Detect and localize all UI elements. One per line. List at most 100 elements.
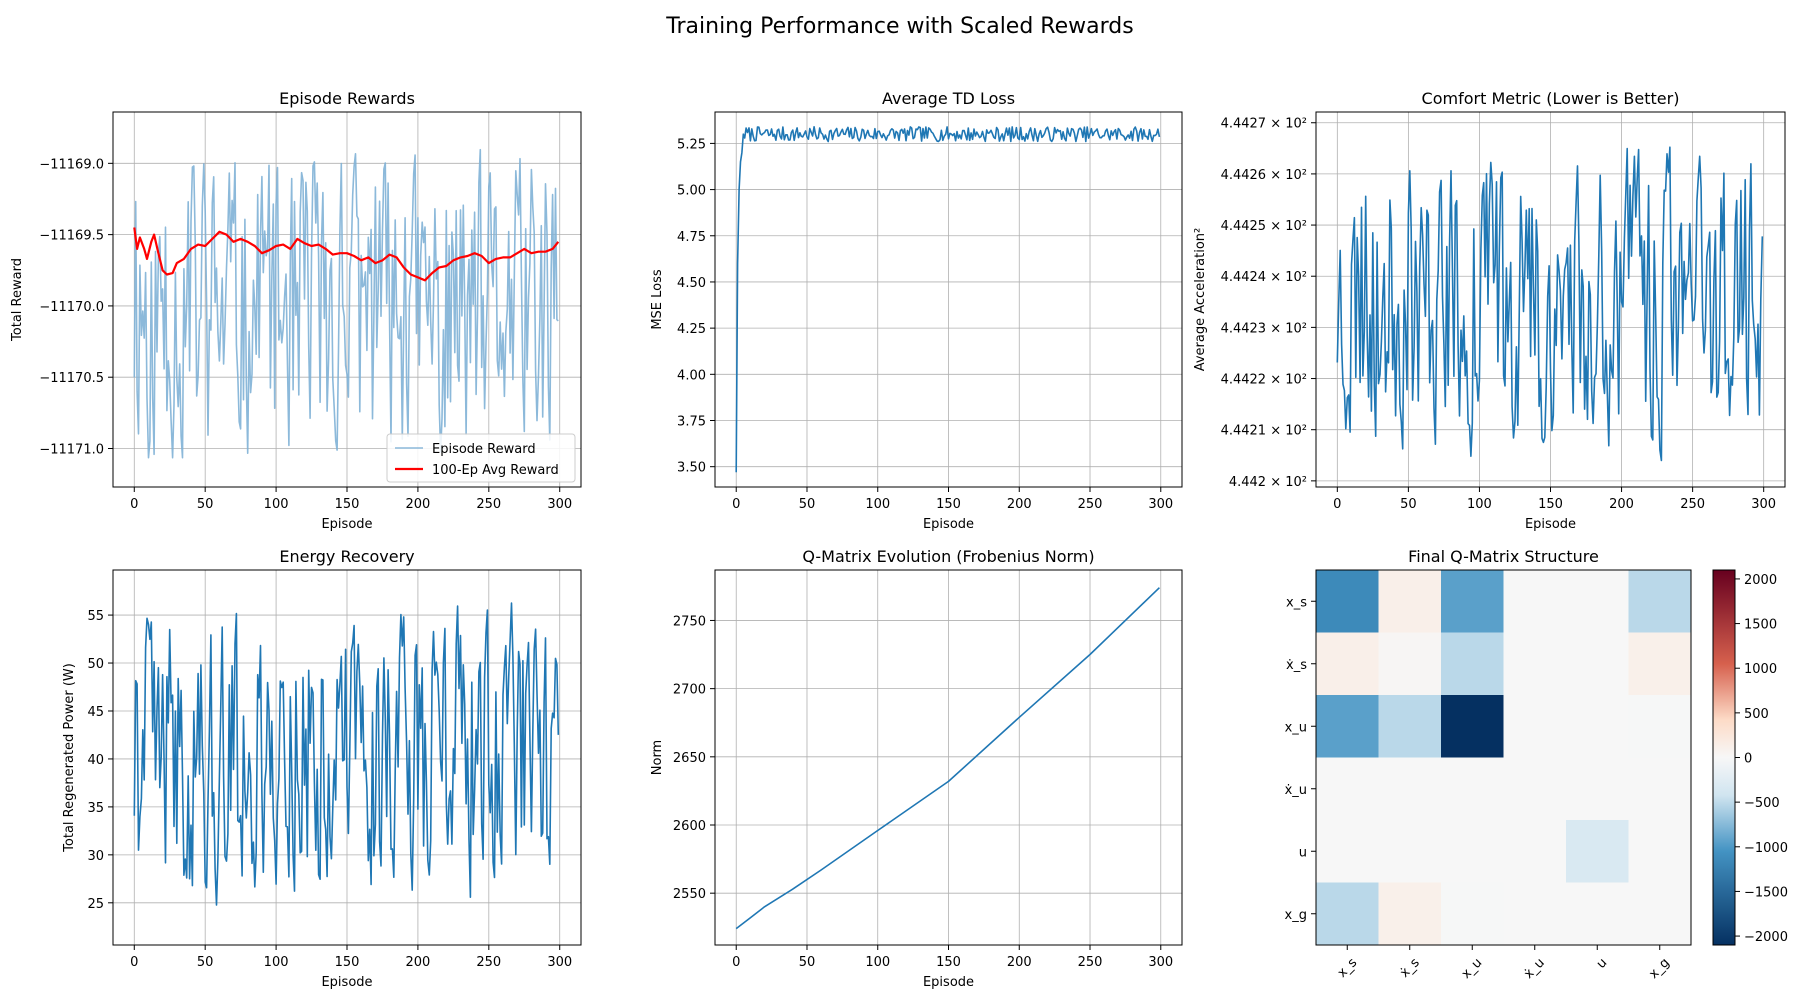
heatmap-cell (1316, 695, 1379, 758)
y-tick-label: 55 (87, 609, 104, 624)
y-tick-label: −11170.0 (39, 300, 104, 315)
y-axis-label: Total Regenerated Power (W) (62, 663, 77, 853)
x-tick-label: 200 (1007, 955, 1032, 970)
heatmap-cell (1441, 570, 1504, 633)
y-tick-label: −11169.0 (39, 157, 104, 172)
axes-title: Comfort Metric (Lower is Better) (1422, 89, 1680, 108)
legend-label: Episode Reward (432, 442, 536, 457)
colorbar-tick-label: −500 (1744, 796, 1780, 811)
x-tick-label: 300 (547, 497, 572, 512)
heatmap-cell (1441, 695, 1504, 758)
heatmap-cell (1379, 633, 1442, 696)
subplot-qmatrix: x_sx_sẋ_sẋ_sx_ux_uẋ_uẋ_uuux_gx_gFinal Q-… (1285, 547, 1788, 982)
x-tick-label: 300 (1751, 497, 1776, 512)
x-tick-label: 250 (476, 497, 501, 512)
x-tick-label: 100 (865, 497, 890, 512)
x-tick-label: x_g (1646, 955, 1672, 981)
heatmap-cell (1504, 570, 1567, 633)
heatmap-cell (1629, 695, 1692, 758)
y-tick-label: ẋ_s (1286, 658, 1307, 673)
y-axis-label: MSE Loss (650, 269, 665, 330)
heatmap-cell (1441, 883, 1504, 946)
y-tick-label: 25 (87, 897, 104, 912)
heatmap-cell (1379, 883, 1442, 946)
colorbar-tick-label: 0 (1744, 752, 1752, 767)
heatmap-cell (1441, 633, 1504, 696)
y-tick-label: 4.75 (677, 230, 706, 245)
x-tick-label: 300 (547, 955, 572, 970)
x-tick-label: 0 (130, 497, 138, 512)
heatmap-cell (1316, 820, 1379, 883)
y-tick-label: 5.25 (677, 137, 706, 152)
x-tick-label: 200 (1007, 497, 1032, 512)
y-tick-label: 2550 (673, 887, 706, 902)
heatmap-cell (1504, 758, 1567, 821)
y-axis-label: Norm (650, 740, 665, 775)
y-tick-label: ẋ_u (1285, 783, 1307, 798)
y-tick-label: 4.442 × 10² (1229, 475, 1307, 490)
x-tick-label: 300 (1148, 955, 1173, 970)
y-axis-label: Average Acceleration² (1193, 228, 1208, 372)
subplot-energy: 0 50 100 150 200 250 300 25 30 35 40 45 50 55 Energy R… (62, 547, 581, 990)
y-tick-label: 2700 (673, 683, 706, 698)
x-tick-label: 0 (732, 497, 740, 512)
x-tick-label: 0 (732, 955, 740, 970)
y-tick-label: u (1299, 845, 1307, 860)
y-tick-label: −11171.0 (39, 443, 104, 458)
colorbar-tick-label: 1500 (1744, 618, 1777, 633)
y-tick-label: x_u (1285, 720, 1307, 735)
x-tick-label: 250 (1078, 497, 1103, 512)
x-tick-label: ẋ_u (1521, 955, 1547, 981)
y-tick-label: 3.75 (677, 414, 706, 429)
heatmap-cell (1566, 883, 1629, 946)
heatmap-cell (1441, 820, 1504, 883)
colorbar-tick-label: 2000 (1744, 573, 1777, 588)
heatmap-cell (1566, 758, 1629, 821)
y-tick-label: 4.25 (677, 322, 706, 337)
heatmap-cell (1629, 820, 1692, 883)
x-axis-label: Episode (321, 517, 372, 532)
subplot-qnorm: 0 50 100 150 200 250 30025502600265027002750Q-… (650, 547, 1182, 990)
x-tick-label: ẋ_s (1397, 955, 1423, 981)
axes-title: Energy Recovery (279, 547, 414, 566)
heatmap-cell (1379, 695, 1442, 758)
x-tick-label: x_s (1335, 955, 1361, 981)
heatmap-cell (1566, 633, 1629, 696)
heatmap-cell (1566, 820, 1629, 883)
heatmap-cell (1566, 570, 1629, 633)
x-tick-label: 100 (1467, 497, 1492, 512)
y-tick-label: 4.4427 × 10² (1221, 117, 1307, 132)
y-tick-label: 4.4426 × 10² (1221, 168, 1307, 183)
colorbar-tick-label: −1000 (1744, 841, 1788, 856)
y-tick-label: 4.4422 × 10² (1221, 373, 1307, 388)
axes-title: Average TD Loss (882, 89, 1015, 108)
y-tick-label: 3.50 (677, 461, 706, 476)
x-axis-label: Episode (321, 975, 372, 990)
heatmap-cell (1629, 633, 1692, 696)
heatmap-cell (1566, 695, 1629, 758)
x-tick-label: 50 (197, 955, 214, 970)
x-tick-label: 0 (1333, 497, 1341, 512)
x-tick-label: 150 (335, 955, 360, 970)
x-tick-label: 100 (865, 955, 890, 970)
heatmap-cell (1504, 883, 1567, 946)
x-axis-label: Episode (1525, 517, 1576, 532)
y-tick-label: x_g (1285, 908, 1307, 923)
y-tick-label: 5.00 (677, 184, 706, 199)
x-tick-label: 150 (936, 497, 961, 512)
subplot-tdloss: 0 50 100 150 200 250 300 3.50 3.75 4.00 4.25 4.50 4.… (650, 89, 1182, 532)
x-tick-label: 200 (405, 955, 430, 970)
y-tick-label: 2750 (673, 614, 706, 629)
y-tick-label: 30 (87, 849, 104, 864)
y-tick-label: 4.4423 × 10² (1221, 321, 1307, 336)
y-tick-label: x_s (1286, 595, 1307, 610)
x-tick-label: 150 (936, 955, 961, 970)
heatmap-cell (1629, 883, 1692, 946)
y-tick-label: 40 (87, 753, 104, 768)
x-tick-label: 200 (1609, 497, 1634, 512)
axes-title: Final Q-Matrix Structure (1408, 547, 1599, 566)
legend: Episode Reward 100-Ep Avg Reward (387, 434, 575, 482)
x-tick-label: 250 (1680, 497, 1705, 512)
y-tick-label: 35 (87, 801, 104, 816)
